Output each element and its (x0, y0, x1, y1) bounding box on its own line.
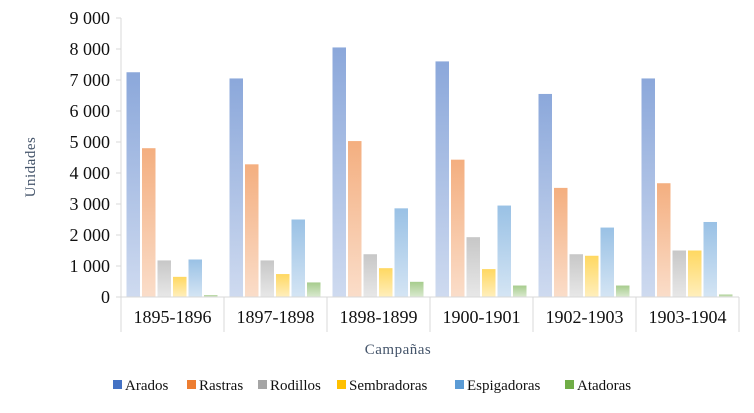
bar-rastras-1900-1901 (451, 159, 465, 297)
legend-swatch (258, 380, 267, 389)
bar-rastras-1903-1904 (657, 183, 671, 297)
bar-espigadoras-1903-1904 (703, 221, 717, 297)
bar-arados-1902-1903 (538, 93, 552, 297)
bar-sembradoras-1902-1903 (585, 255, 599, 297)
y-tick-label: 8 000 (70, 39, 111, 59)
bar-arados-1898-1899 (332, 47, 346, 298)
legend-swatch (187, 380, 196, 389)
bar-rodillos-1898-1899 (363, 254, 377, 297)
bar-rastras-1902-1903 (554, 187, 568, 297)
bar-atadoras-1897-1898 (307, 282, 321, 297)
bar-arados-1895-1896 (126, 72, 140, 297)
legend-label: Espigadoras (467, 378, 540, 394)
bar-arados-1900-1901 (435, 61, 449, 298)
bar-atadoras-1900-1901 (513, 285, 527, 297)
bar-sembradoras-1895-1896 (173, 276, 187, 297)
bar-espigadoras-1895-1896 (188, 259, 202, 297)
bar-espigadoras-1900-1901 (497, 205, 511, 297)
legend-item-rodillos: Rodillos (258, 378, 321, 394)
bar-sembradoras-1903-1904 (688, 250, 702, 297)
bar-sembradoras-1898-1899 (379, 268, 393, 297)
bar-atadoras-1898-1899 (410, 281, 424, 297)
legend-swatch (337, 380, 346, 389)
bar-rodillos-1900-1901 (466, 237, 480, 297)
y-tick-label: 3 000 (70, 194, 111, 214)
legend-label: Rastras (199, 378, 243, 394)
x-tick-label: 1900-1901 (443, 307, 521, 327)
y-tick-label: 7 000 (70, 70, 111, 90)
legend-swatch (565, 380, 574, 389)
legend: Arados Rastras Rodillos Sembradoras Espigado… (113, 378, 631, 394)
bar-rastras-1898-1899 (348, 141, 362, 297)
x-tick-label: 1895-1896 (134, 307, 212, 327)
legend-label: Atadoras (577, 378, 631, 394)
legend-label: Arados (125, 378, 168, 394)
legend-item-arados: Arados (113, 378, 168, 394)
y-tick-label: 6 000 (70, 101, 111, 121)
bar-rastras-1895-1896 (142, 148, 156, 297)
bar-espigadoras-1897-1898 (291, 219, 305, 297)
bar-rodillos-1895-1896 (157, 260, 171, 297)
y-tick-label: 0 (101, 287, 110, 307)
bar-espigadoras-1898-1899 (394, 208, 408, 297)
x-tick-label: 1902-1903 (546, 307, 624, 327)
bar-atadoras-1902-1903 (616, 285, 630, 297)
bar-rodillos-1897-1898 (260, 260, 274, 297)
bars (126, 47, 733, 298)
bar-sembradoras-1897-1898 (276, 274, 290, 297)
x-tick-label: 1903-1904 (649, 307, 727, 327)
x-axis-title: Campañas (365, 342, 431, 358)
legend-label: Sembradoras (349, 378, 427, 394)
bar-rodillos-1902-1903 (569, 254, 583, 297)
bar-espigadoras-1902-1903 (600, 227, 614, 297)
bar-sembradoras-1900-1901 (482, 269, 496, 297)
legend-item-atadoras: Atadoras (565, 378, 631, 394)
legend-swatch (455, 380, 464, 389)
bar-atadoras-1903-1904 (719, 294, 733, 297)
bar-atadoras-1895-1896 (204, 295, 218, 297)
x-tick-label: 1898-1899 (340, 307, 418, 327)
bar-arados-1897-1898 (229, 78, 243, 297)
legend-label: Rodillos (270, 378, 321, 394)
legend-item-rastras: Rastras (187, 378, 243, 394)
y-tick-label: 2 000 (70, 225, 111, 245)
y-axis: 0 1 000 2 000 3 000 4 000 5 000 6 000 7 000 8 00… (70, 8, 122, 307)
legend-item-sembradoras: Sembradoras (337, 378, 427, 394)
legend-item-espigadoras: Espigadoras (455, 378, 540, 394)
y-axis-title: Unidades (23, 137, 39, 198)
y-tick-label: 4 000 (70, 163, 111, 183)
bar-rodillos-1903-1904 (672, 250, 686, 297)
x-axis: 1895-1896 1897-1898 1898-1899 1900-1901 1902… (120, 297, 740, 332)
y-tick-label: 5 000 (70, 132, 111, 152)
bar-arados-1903-1904 (641, 78, 655, 297)
y-tick-label: 1 000 (70, 256, 111, 276)
x-tick-label: 1897-1898 (237, 307, 315, 327)
y-tick-label: 9 000 (70, 8, 111, 28)
bar-rastras-1897-1898 (245, 164, 259, 297)
legend-swatch (113, 380, 122, 389)
